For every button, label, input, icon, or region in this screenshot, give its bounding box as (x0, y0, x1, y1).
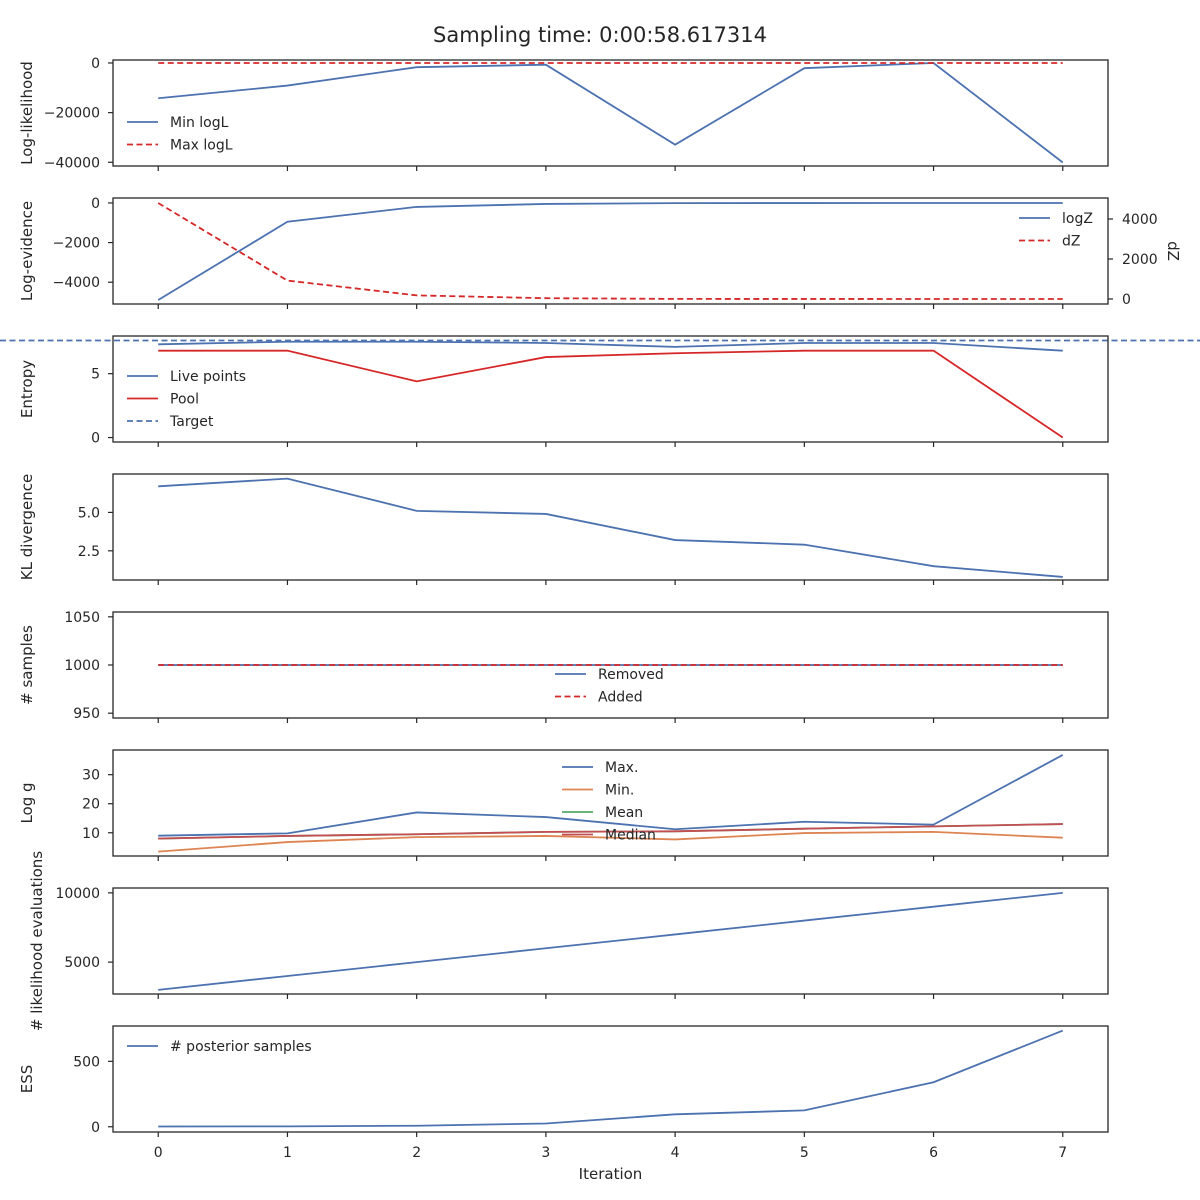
y-tick-label: 10000 (55, 886, 100, 902)
panel-5: 950 1000 1050 # samples Removed Added (18, 610, 1109, 723)
y-tick-label: 5.0 (78, 505, 100, 521)
plot-frame (112, 1025, 1109, 1133)
legend-label: Min. (605, 783, 634, 799)
legend-label: Min logL (170, 115, 229, 131)
legend-label: Added (598, 690, 643, 706)
legend-label: Live points (170, 369, 246, 385)
plot-frame (112, 197, 1109, 305)
y-tick-label: −40000 (44, 155, 100, 171)
panel-7: 5000 10000 # likelihood evaluations (28, 851, 1109, 1031)
panel-2: 0 −2000 −4000 0 2000 4000 dZ Log-evidence logZ dZ (18, 196, 1182, 309)
x-tick-label: 1 (283, 1145, 292, 1161)
legend: Removed Added (555, 667, 664, 706)
panel-6: 10 20 30 Log g Max. Min. Mean Median (18, 749, 1109, 861)
legend-label: dZ (1062, 234, 1080, 250)
legend-label: Max logL (170, 138, 233, 154)
y-tick-label: 950 (73, 706, 100, 722)
x-tick-label: 0 (154, 1145, 163, 1161)
plot-frame (112, 749, 1109, 857)
series-line (158, 62, 1064, 164)
legend: # posterior samples (127, 1039, 312, 1055)
panel-3: 0 5 Entropy Live points Pool Target (0, 335, 1200, 447)
y-axis-label: ESS (18, 1065, 36, 1094)
legend: Max. Min. Mean Median (562, 760, 656, 844)
y-tick-label: 10 (82, 826, 100, 842)
series-line (158, 830, 1063, 853)
legend-label: Median (605, 828, 656, 844)
y2-tick-label: 0 (1122, 292, 1131, 308)
y-axis-label: Log g (18, 782, 36, 823)
y2-axis-label: dZ (1164, 241, 1182, 261)
y-axis-label: # samples (18, 625, 36, 705)
legend-label: Target (169, 414, 214, 430)
y-tick-label: −4000 (53, 275, 100, 291)
legend-label: Removed (598, 667, 664, 683)
plot-frame (112, 473, 1109, 581)
series-line (158, 349, 1064, 439)
series-line (157, 202, 1063, 301)
y-tick-label: 0 (91, 196, 100, 212)
y-tick-label: 2.5 (78, 544, 100, 560)
legend-label: Pool (170, 392, 199, 408)
series-line (158, 754, 1064, 837)
legend-label: logZ (1062, 211, 1093, 227)
y-axis-label: Entropy (18, 360, 36, 418)
series-line (158, 823, 1063, 840)
series-line (158, 1029, 1064, 1128)
y-tick-label: 0 (91, 56, 100, 72)
y2-tick-label: 2000 (1122, 252, 1158, 268)
y-tick-label: 5000 (64, 955, 100, 971)
y-tick-label: 1050 (64, 610, 100, 626)
x-tick-label: 4 (671, 1145, 680, 1161)
panel-4: 2.5 5.0 KL divergence (18, 473, 1109, 585)
y-axis-label: KL divergence (18, 474, 36, 580)
y-tick-label: −20000 (44, 106, 100, 122)
figure-title: Sampling time: 0:00:58.617314 (433, 23, 767, 47)
plot-frame (112, 887, 1109, 995)
x-tick-label: 5 (800, 1145, 809, 1161)
y2-tick-label: 4000 (1122, 212, 1158, 228)
x-tick-label: 3 (541, 1145, 550, 1161)
legend: Live points Pool Target (127, 369, 246, 430)
y-tick-label: −2000 (53, 236, 100, 252)
series-line (158, 340, 1063, 352)
plot-frame (112, 335, 1109, 443)
plot-frame (112, 611, 1109, 719)
y-axis-label: Log-likelihood (18, 61, 36, 165)
panel-1: 0 −20000 −40000 Log-likelihood Min logL Max l… (18, 56, 1109, 171)
y-tick-label: 500 (73, 1054, 100, 1070)
series-line (158, 891, 1063, 991)
y-tick-label: 5 (91, 367, 100, 383)
x-tick-label: 2 (412, 1145, 421, 1161)
y-tick-label: 30 (82, 768, 100, 784)
legend: logZ dZ (1019, 211, 1093, 250)
x-tick-label: 6 (929, 1145, 938, 1161)
plot-frame (112, 59, 1109, 167)
y-tick-label: 1000 (64, 658, 100, 674)
legend-label: Max. (605, 760, 638, 776)
y-axis-label: # likelihood evaluations (28, 851, 46, 1031)
panel-8: 0 500 0 1 2 3 4 5 6 7 Iteration ESS # posterior samp… (18, 1025, 1109, 1183)
x-tick-label: 7 (1058, 1145, 1067, 1161)
y-tick-label: 20 (82, 797, 100, 813)
series-line (157, 202, 1063, 300)
y-tick-label: 0 (91, 1120, 100, 1136)
y-axis-label: Log-evidence (18, 201, 36, 301)
legend-label: Mean (605, 805, 643, 821)
x-axis-label: Iteration (579, 1165, 643, 1183)
series-line (158, 477, 1063, 578)
y-tick-label: 0 (91, 431, 100, 447)
legend-label: # posterior samples (170, 1039, 312, 1055)
legend: Min logL Max logL (127, 115, 233, 154)
